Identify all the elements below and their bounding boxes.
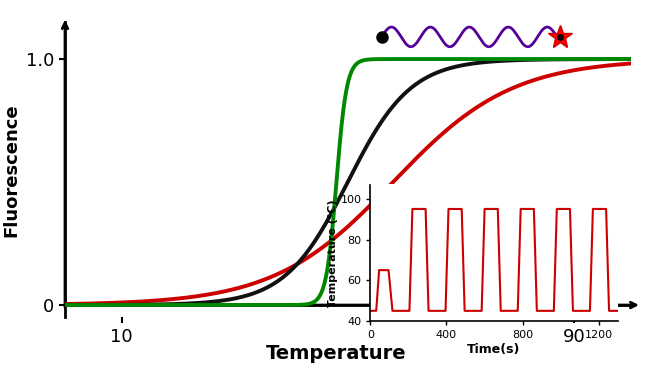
X-axis label: Time(s): Time(s) — [467, 343, 521, 356]
Y-axis label: Fluorescence: Fluorescence — [3, 103, 21, 237]
X-axis label: Temperature: Temperature — [266, 344, 407, 363]
Y-axis label: Temperature (°C): Temperature (°C) — [328, 199, 338, 307]
